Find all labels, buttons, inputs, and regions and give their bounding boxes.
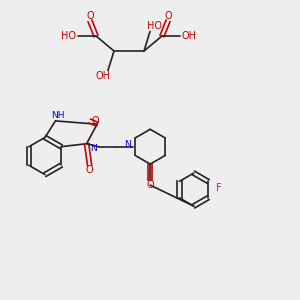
Text: O: O [164,11,172,22]
Text: NH: NH [51,111,64,120]
Text: OH: OH [96,70,111,81]
Text: HO: HO [147,21,162,32]
Text: O: O [92,116,100,126]
Text: O: O [146,180,154,190]
Text: N: N [90,144,97,153]
Text: O: O [86,11,94,22]
Text: HO: HO [61,31,76,41]
Text: ·: · [146,32,148,38]
Text: O: O [86,165,93,176]
Text: ·: · [105,64,108,70]
Text: N: N [124,140,131,149]
Text: F: F [216,183,221,193]
Text: OH: OH [182,31,196,41]
Text: ·: · [113,49,115,53]
Text: ·: · [143,49,145,53]
